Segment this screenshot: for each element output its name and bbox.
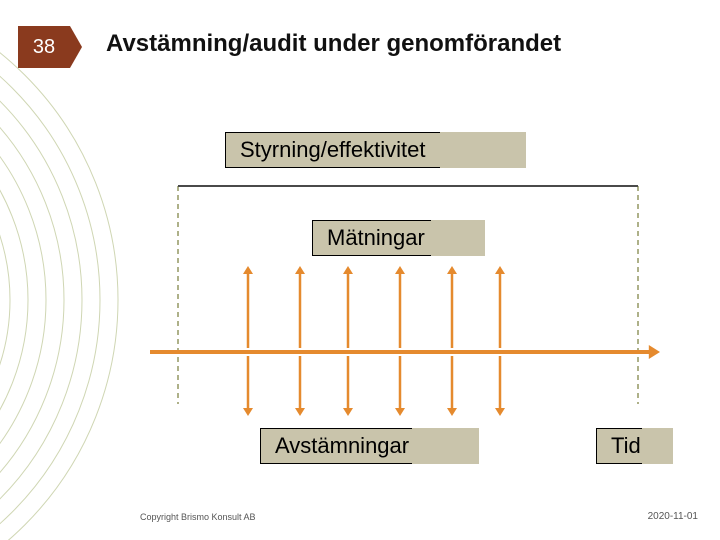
label-tid: Tid (596, 428, 672, 464)
slide-title: Avstämning/audit under genomförandet (106, 30, 561, 58)
label-avstamningar-mask (412, 428, 479, 464)
label-styrning: Styrning/effektivitet (225, 132, 525, 168)
footer-copyright: Copyright Brismo Konsult AB (140, 512, 256, 522)
label-matningar-text: Mätningar (327, 225, 425, 251)
label-styrning-text: Styrning/effektivitet (240, 137, 425, 163)
footer-date: 2020-11-01 (648, 511, 698, 522)
slide: 38 Avstämning/audit under genomförandet … (0, 0, 720, 540)
label-avstamningar: Avstämningar (260, 428, 478, 464)
label-tid-text: Tid (611, 433, 641, 459)
slide-number: 38 (18, 26, 70, 68)
label-matningar-mask (431, 220, 485, 256)
label-avstamningar-text: Avstämningar (275, 433, 409, 459)
label-styrning-mask (440, 132, 526, 168)
decorative-arcs (0, 0, 200, 540)
label-matningar: Mätningar (312, 220, 484, 256)
label-tid-mask (642, 428, 673, 464)
